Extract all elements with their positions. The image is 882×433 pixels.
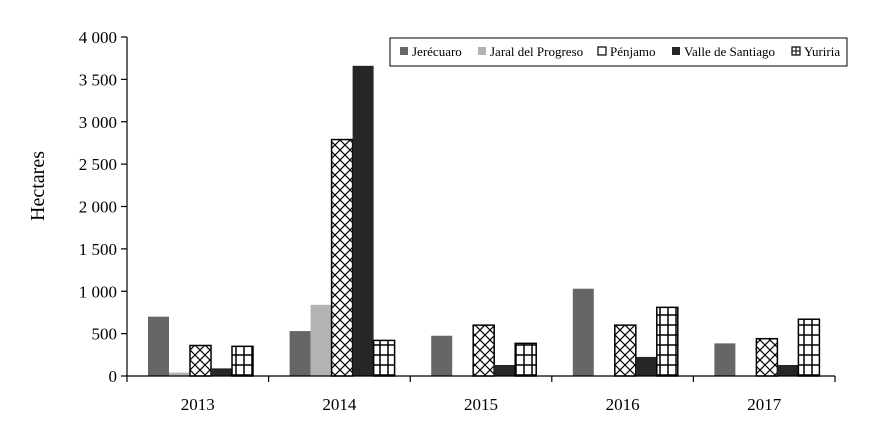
- legend-swatch: [478, 47, 486, 55]
- bar-p-njamo-2017: [755, 337, 779, 377]
- legend-swatch-pattern: [792, 47, 800, 55]
- bar-valle-de-santiago-2013: [211, 368, 232, 376]
- bar-yuriria-2015: [514, 342, 537, 377]
- legend-swatch: [400, 47, 408, 55]
- bar-valle-de-santiago-2015: [494, 364, 516, 376]
- y-tick-label: 3 000: [79, 113, 117, 132]
- x-tick-label: 2017: [747, 395, 782, 414]
- legend-label: Jerécuaro: [412, 44, 462, 59]
- legend-label: Valle de Santiago: [684, 44, 775, 59]
- bar-jaral-del-progreso-2013: [169, 372, 190, 376]
- legend-label: Jaral del Progreso: [490, 44, 583, 59]
- bar-yuriria-2016: [656, 306, 679, 377]
- bar-valle-de-santiago-2016: [635, 356, 657, 376]
- bar-jer-cuaro-2015: [431, 335, 453, 376]
- bar-jaral-del-progreso-2014: [310, 304, 332, 376]
- bar-yuriria-2013: [231, 345, 254, 377]
- bar-jer-cuaro-2013: [148, 316, 169, 376]
- y-tick-label: 1 500: [79, 240, 117, 259]
- y-tick-label: 2 500: [79, 155, 117, 174]
- y-tick-label: 2 000: [79, 198, 117, 217]
- bar-valle-de-santiago-2014: [352, 65, 374, 376]
- x-tick-label: 2013: [181, 395, 215, 414]
- bar-valle-de-santiago-2017: [777, 364, 799, 376]
- legend-swatch: [597, 46, 607, 56]
- bar-p-njamo-2013: [189, 344, 212, 377]
- legend-label: Pénjamo: [610, 44, 656, 59]
- plot-area: [148, 65, 821, 377]
- bar-jer-cuaro-2014: [289, 331, 311, 376]
- legend-label: Yuriria: [804, 44, 840, 59]
- bar-p-njamo-2014: [330, 138, 354, 377]
- bar-jer-cuaro-2016: [572, 288, 594, 376]
- bar-yuriria-2014: [372, 339, 396, 377]
- bar-yuriria-2017: [797, 318, 821, 377]
- x-tick-label: 2016: [606, 395, 640, 414]
- y-tick-label: 4 000: [79, 28, 117, 47]
- y-axis-title: Hectares: [27, 151, 49, 221]
- legend: Jerécuaro Jaral del Progreso Pénjamo Valle …: [389, 37, 848, 67]
- legend-box: [389, 37, 848, 67]
- bar-jer-cuaro-2017: [714, 343, 736, 376]
- legend-swatch: [672, 47, 680, 55]
- y-tick-label: 1 000: [79, 282, 117, 301]
- x-tick-label: 2014: [322, 395, 357, 414]
- bar-p-njamo-2016: [614, 324, 637, 377]
- x-tick-label: 2015: [464, 395, 498, 414]
- axes: 0 500 1 000 1 500 2 000 2 500 3 000 3 500 4 000 2…: [79, 28, 836, 414]
- y-tick-label: 0: [109, 367, 118, 386]
- y-tick-label: 500: [92, 325, 118, 344]
- y-tick-label: 3 500: [79, 70, 117, 89]
- bar-p-njamo-2015: [472, 324, 495, 377]
